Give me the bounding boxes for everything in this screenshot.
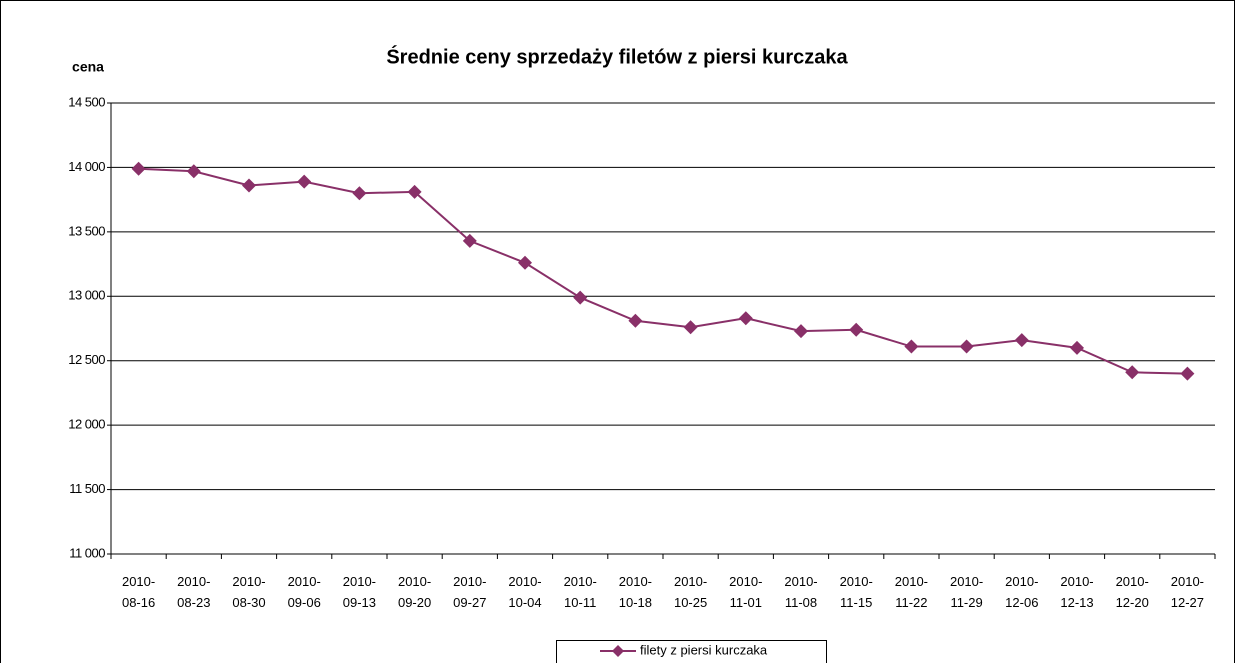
legend-marker xyxy=(612,645,624,657)
data-point xyxy=(518,255,532,270)
x-tick-label: 2010-09-06 xyxy=(287,574,321,610)
x-tick-label: 2010-11-01 xyxy=(729,574,763,610)
x-tick-label: 2010-11-29 xyxy=(949,574,984,610)
y-tick-label: 14 500 xyxy=(68,94,105,109)
y-tick-label: 11 000 xyxy=(69,545,105,560)
data-point xyxy=(628,313,643,328)
y-tick-label: 13 500 xyxy=(68,223,105,238)
data-point xyxy=(186,164,201,179)
x-tick-label: 2010-10-25 xyxy=(673,574,708,610)
x-tick-label: 2010-09-13 xyxy=(342,574,377,610)
y-tick-label: 13 000 xyxy=(68,288,105,303)
x-tick-label: 2010-12-06 xyxy=(1005,574,1039,610)
x-tick-label: 2010-11-22 xyxy=(894,574,929,610)
data-point xyxy=(242,178,256,193)
x-tick-label: 2010-10-18 xyxy=(618,574,653,610)
x-tick-label: 2010-12-27 xyxy=(1170,574,1205,610)
data-point xyxy=(794,324,808,339)
data-point xyxy=(904,339,919,354)
x-tick-label: 2010-11-15 xyxy=(839,574,873,610)
x-tick-label: 2010-12-13 xyxy=(1060,574,1094,610)
data-point xyxy=(738,311,753,326)
y-axis-label: cena xyxy=(72,59,104,75)
legend-box xyxy=(556,640,827,663)
series-line xyxy=(138,167,1188,375)
chart-title: Średnie ceny sprzedaży filetów z piersi … xyxy=(386,44,848,68)
data-point xyxy=(407,184,422,199)
x-tick-label: 2010-11-08 xyxy=(784,574,818,610)
x-tick-label: 2010-12-20 xyxy=(1115,574,1149,610)
data-point xyxy=(849,322,864,337)
x-tick-label: 2010-10-11 xyxy=(563,574,597,610)
y-tick-label: 12 000 xyxy=(68,417,105,432)
x-tick-label: 2010-08-30 xyxy=(232,574,266,610)
data-point xyxy=(573,290,588,305)
y-tick-label: 11 500 xyxy=(69,481,105,496)
x-tick-label: 2010-10-04 xyxy=(508,574,542,610)
data-point xyxy=(1014,333,1029,348)
x-tick-label: 2010-09-20 xyxy=(397,574,432,610)
data-point xyxy=(1125,365,1140,380)
y-tick-label: 12 500 xyxy=(68,352,105,367)
x-tick-label: 2010-08-16 xyxy=(121,574,156,610)
data-point xyxy=(297,174,312,189)
x-tick-label: 2010-08-23 xyxy=(177,574,211,610)
y-tick-label: 14 000 xyxy=(68,159,105,174)
data-point xyxy=(959,339,974,354)
data-point xyxy=(1070,340,1084,355)
data-point xyxy=(683,320,698,335)
legend-label: filety z piersi kurczaka xyxy=(640,642,768,657)
data-point xyxy=(352,186,367,201)
x-tick-label: 2010-09-27 xyxy=(453,574,487,610)
data-point xyxy=(131,161,146,176)
data-point xyxy=(462,233,477,248)
data-point xyxy=(1180,366,1195,381)
